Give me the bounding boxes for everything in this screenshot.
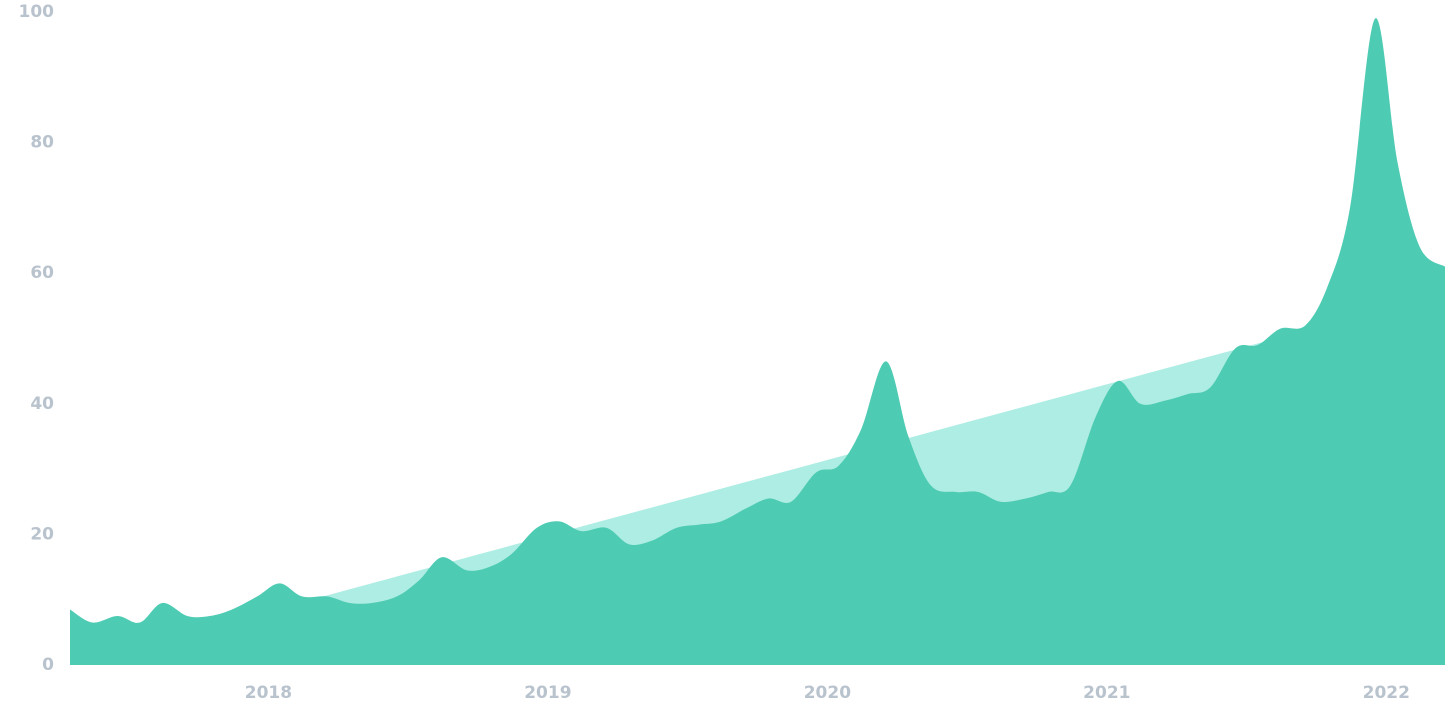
y-tick-label: 80 — [30, 133, 54, 153]
y-tick-label: 40 — [30, 394, 54, 414]
y-tick-label: 0 — [42, 655, 54, 675]
x-tick-label: 2019 — [524, 683, 571, 703]
y-tick-label: 100 — [19, 2, 55, 22]
y-tick-label: 20 — [30, 524, 54, 544]
x-tick-label: 2020 — [804, 683, 851, 703]
area — [70, 18, 1445, 666]
y-tick-label: 60 — [30, 263, 54, 283]
x-tick-label: 2021 — [1083, 683, 1130, 703]
x-tick-label: 2018 — [245, 683, 292, 703]
x-tick-label: 2022 — [1363, 683, 1410, 703]
